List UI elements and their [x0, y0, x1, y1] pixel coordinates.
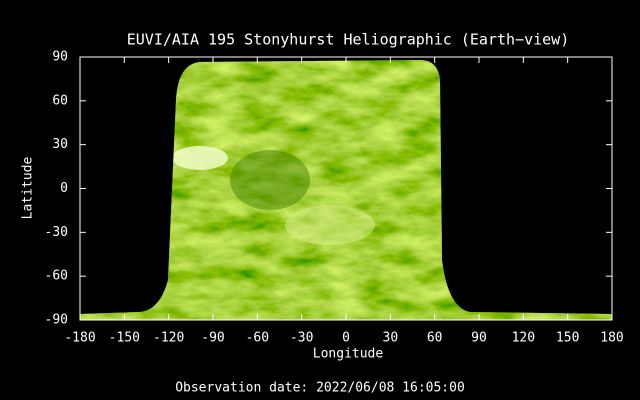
x-tick-label: 150: [556, 331, 579, 346]
x-tick-label: -90: [201, 331, 224, 346]
chart-title: EUVI/AIA 195 Stonyhurst Heliographic (Ea…: [127, 31, 570, 49]
x-tick-label: 120: [512, 331, 535, 346]
x-tick-label: -60: [246, 331, 269, 346]
y-tick-label: 90: [52, 50, 68, 65]
y-tick-label: -60: [45, 269, 68, 284]
x-tick-label: 90: [471, 331, 487, 346]
footer: Observation date: 2022/06/08 16:05:00: [175, 381, 465, 396]
x-tick-label: -120: [153, 331, 184, 346]
y-tick-label: -30: [45, 225, 68, 240]
x-tick-label: 30: [383, 331, 399, 346]
x-tick-label: -150: [109, 331, 140, 346]
y-tick-label: 30: [52, 137, 68, 152]
x-tick-label: -30: [290, 331, 313, 346]
x-axis-label: Longitude: [313, 347, 384, 362]
y-axis-label: Latitude: [21, 157, 36, 220]
y-tick-label: 0: [60, 181, 68, 196]
y-tick-label: 60: [52, 93, 68, 108]
x-tick-label: 60: [427, 331, 443, 346]
x-tick-label: 0: [342, 331, 350, 346]
y-tick-label: -90: [45, 313, 68, 328]
x-tick-label: 180: [600, 331, 623, 346]
x-tick-label: -180: [64, 331, 95, 346]
